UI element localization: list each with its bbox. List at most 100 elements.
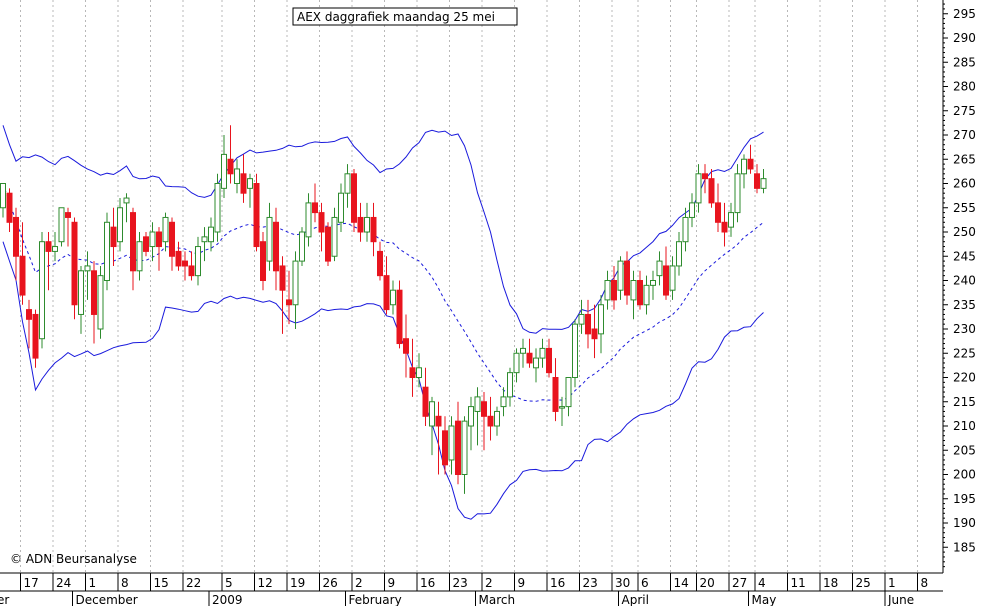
date-axis-day-label: 12 [258,576,273,590]
price-axis-tick-label: 205 [953,443,976,457]
date-axis-day-label: 9 [518,576,526,590]
date-axis-month-label: March [479,593,516,606]
chart-title-box [292,7,518,26]
date-axis-day-label: 16 [420,576,435,590]
date-axis-day-label: 8 [921,576,929,590]
candle-body-up [695,173,702,204]
price-axis-tick-label: 245 [953,249,976,263]
candle-body-up [650,280,656,286]
candle-body-down [240,173,247,194]
date-axis-day-label: 15 [154,576,169,590]
candle-body-down [26,309,32,320]
date-axis-day-label: 5 [225,576,233,590]
chart-title-group: AEX daggrafiek maandag 25 mei [292,7,518,26]
candle-body-down [370,216,377,243]
candle-body-up [578,313,585,325]
candle-body-down [663,265,669,296]
date-axis-month-label: April [622,593,649,606]
candle-body-up [136,241,143,272]
candle-body-up [97,275,104,330]
candle-body-down [396,289,403,345]
candle-body-up [84,265,91,272]
candle-body-up [214,183,221,233]
moving-average-line [2,183,764,402]
candle-body-up [292,260,299,306]
candle-body-down [312,202,318,214]
candle-body-up [344,173,351,194]
price-axis-tick-label: 285 [953,55,976,69]
price-axis-tick-label: 235 [953,298,976,312]
price-axis-tick-label: 250 [953,225,976,239]
candle-body-down [526,352,533,364]
candle-body-up [305,202,312,238]
date-axis-day-label: 1 [888,576,896,590]
candle-body-up [572,323,578,378]
candle-body-down [357,216,364,233]
candle-body-up [0,183,6,209]
candle-body-down [182,260,188,267]
candle-body-down [591,328,598,340]
price-axis-tick-label: 270 [953,128,976,142]
date-axis-day-label: 16 [550,576,565,590]
date-axis-day-label: 26 [323,576,338,590]
bollinger-upper-band [2,125,764,334]
candle-body-up [494,410,500,427]
price-axis-tick-label: 230 [953,322,976,336]
candle-body-up [201,236,208,243]
candle-body-down [325,226,331,262]
price-axis-tick-label: 265 [953,152,976,166]
candle-body-up [604,280,611,301]
candle-body-up [299,231,305,262]
candle-body-up [617,260,624,291]
candle-body-up [39,241,45,340]
candle-body-down [19,255,26,296]
candle-body-up [682,216,689,243]
candle-body-down [624,260,630,296]
candle-body-up [468,406,474,427]
price-axis-tick-label: 185 [953,540,976,554]
price-axis-tick-label: 225 [953,346,976,360]
candle-body-down [32,313,39,359]
candle-body-up [598,304,604,335]
date-axis-day-label: 2 [355,576,363,590]
candle-body-up [123,197,130,204]
candle-body-down [130,212,136,272]
candle-body-down [487,415,494,427]
date-axis-month-label: er [0,593,9,606]
candle-body-down [637,280,643,306]
candle-body-up [247,178,253,189]
copyright-text: © ADN Beursanalyse [10,552,137,566]
price-axis-tick-label: 260 [953,177,976,191]
candle-body-down [13,216,19,257]
candle-body-down [227,158,234,175]
price-axis-tick-label: 200 [953,468,976,482]
candle-body-down [708,178,715,204]
candle-body-up [533,357,539,369]
date-axis-day-label: 2 [485,576,493,590]
candle-body-up [539,347,546,359]
candle-body-up [331,216,338,257]
candle-body-down [546,347,552,374]
candle-body-down [409,367,416,378]
candle-body-up [78,270,84,315]
date-axis-day-label: 1 [89,576,97,590]
candle-body-down [351,173,357,223]
candle-body-up [117,207,123,243]
candle-body-up [208,226,214,243]
candle-body-down [286,299,292,306]
candle-body-up [221,153,227,189]
candle-body-up [734,173,741,214]
chart-title: AEX daggrafiek maandag 25 mei [297,10,495,24]
date-axis-month-label: June [887,593,914,606]
date-axis-month-label: December [76,593,138,606]
price-axis-tick-label: 240 [953,274,976,288]
candle-body-down [143,236,149,252]
price-axis-tick-label: 220 [953,371,976,385]
candle-body-down [318,212,325,233]
candle-body-down [715,202,721,223]
candle-body-up [741,158,747,175]
candle-body-up [104,221,110,282]
